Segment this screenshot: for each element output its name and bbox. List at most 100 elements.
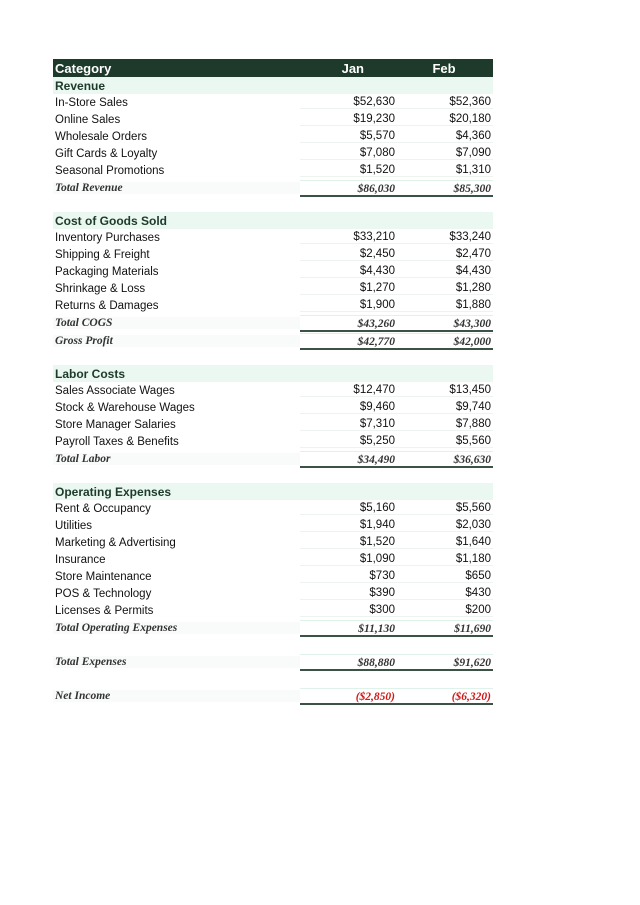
- line-item-feb: $4,360: [397, 130, 493, 143]
- line-item-feb: $1,280: [397, 282, 493, 295]
- line-item-jan: $390: [300, 587, 397, 600]
- line-item-label: Marketing & Advertising: [55, 536, 176, 549]
- line-item-feb: $7,090: [397, 147, 493, 160]
- total-row: Total Operating Expenses $11,130 $11,690: [53, 619, 493, 637]
- line-item-label: Packaging Materials: [55, 265, 159, 278]
- section-title: Revenue: [55, 78, 106, 93]
- line-item: Stock & Warehouse Wages $9,460 $9,740: [53, 399, 493, 416]
- line-item-jan: $1,940: [300, 519, 397, 532]
- line-item-feb: $4,430: [397, 265, 493, 278]
- section-title: Operating Expenses: [55, 484, 172, 499]
- total-row-label: Total Labor: [53, 453, 300, 465]
- line-item-feb: $2,470: [397, 248, 493, 261]
- total-row-jan: $43,260: [300, 314, 397, 332]
- income-statement-table: Category Jan Feb Revenue In-Store Sales $5…: [53, 59, 493, 705]
- line-item: POS & Technology $390 $430: [53, 585, 493, 602]
- line-item-jan: $19,230: [300, 113, 397, 126]
- line-item-label: Inventory Purchases: [55, 231, 160, 244]
- line-item-feb: $13,450: [397, 384, 493, 397]
- line-item: Rent & Occupancy $5,160 $5,560: [53, 500, 493, 517]
- line-item: Online Sales $19,230 $20,180: [53, 111, 493, 128]
- line-item-jan: $2,450: [300, 248, 397, 261]
- line-item-label: Licenses & Permits: [55, 604, 154, 617]
- line-item-feb: $5,560: [397, 502, 493, 515]
- line-item-jan: $1,520: [300, 164, 397, 177]
- net-income-row: Net Income ($2,850) ($6,320): [53, 687, 493, 705]
- total-expenses-row-label: Total Expenses: [53, 656, 300, 668]
- total-row-feb: $42,000: [397, 332, 493, 350]
- line-item-label: Insurance: [55, 553, 106, 566]
- line-item-jan: $300: [300, 604, 397, 617]
- total-expenses-row: Total Expenses $88,880 $91,620: [53, 653, 493, 671]
- line-item-feb: $7,880: [397, 418, 493, 431]
- total-row-label: Total Operating Expenses: [53, 622, 300, 634]
- line-item-feb: $33,240: [397, 231, 493, 244]
- line-item: Wholesale Orders $5,570 $4,360: [53, 128, 493, 145]
- line-item-jan: $52,630: [300, 96, 397, 109]
- header-jan: Jan: [341, 60, 364, 76]
- line-item: Shipping & Freight $2,450 $2,470: [53, 246, 493, 263]
- line-item-feb: $650: [397, 570, 493, 583]
- line-item: Sales Associate Wages $12,470 $13,450: [53, 382, 493, 399]
- total-row-jan: $86,030: [300, 179, 397, 197]
- line-item-jan: $4,430: [300, 265, 397, 278]
- line-item: Insurance $1,090 $1,180: [53, 551, 493, 568]
- line-item-feb: $1,180: [397, 553, 493, 566]
- line-item-jan: $1,900: [300, 299, 397, 312]
- line-item-jan: $5,570: [300, 130, 397, 143]
- line-item-jan: $5,160: [300, 502, 397, 515]
- line-item: Packaging Materials $4,430 $4,430: [53, 263, 493, 280]
- line-item: Seasonal Promotions $1,520 $1,310: [53, 162, 493, 179]
- line-item-label: Stock & Warehouse Wages: [55, 401, 195, 414]
- header-feb: Feb: [432, 60, 456, 76]
- line-item: Inventory Purchases $33,210 $33,240: [53, 229, 493, 246]
- line-item-jan: $5,250: [300, 435, 397, 448]
- line-item-feb: $52,360: [397, 96, 493, 109]
- line-item-label: POS & Technology: [55, 587, 152, 600]
- net-income-row-jan: ($2,850): [300, 687, 397, 705]
- section-title: Labor Costs: [55, 366, 126, 381]
- line-item-jan: $730: [300, 570, 397, 583]
- header-row: Category Jan Feb: [53, 59, 493, 77]
- line-item: Store Manager Salaries $7,310 $7,880: [53, 416, 493, 433]
- header-category: Category: [55, 60, 112, 76]
- total-row-label: Gross Profit: [53, 335, 300, 347]
- section-header: Operating Expenses: [53, 483, 493, 500]
- line-item-label: Store Manager Salaries: [55, 418, 176, 431]
- total-row-label: Total Revenue: [53, 182, 300, 194]
- line-item-feb: $9,740: [397, 401, 493, 414]
- spacer: [53, 197, 493, 212]
- net-income-row-label: Net Income: [53, 690, 300, 702]
- line-item-label: Returns & Damages: [55, 299, 159, 312]
- spacer: [53, 350, 493, 365]
- total-row-feb: $36,630: [397, 450, 493, 468]
- line-item-feb: $200: [397, 604, 493, 617]
- section-header: Labor Costs: [53, 365, 493, 382]
- line-item-label: Payroll Taxes & Benefits: [55, 435, 179, 448]
- total-row-label: Total COGS: [53, 317, 300, 329]
- line-item-feb: $430: [397, 587, 493, 600]
- line-item-feb: $1,880: [397, 299, 493, 312]
- line-item: Store Maintenance $730 $650: [53, 568, 493, 585]
- total-row-feb: $11,690: [397, 619, 493, 637]
- line-item: Shrinkage & Loss $1,270 $1,280: [53, 280, 493, 297]
- total-row-feb: $43,300: [397, 314, 493, 332]
- line-item-jan: $1,520: [300, 536, 397, 549]
- line-item: Utilities $1,940 $2,030: [53, 517, 493, 534]
- line-item-label: In-Store Sales: [55, 96, 128, 109]
- section-title: Cost of Goods Sold: [55, 213, 167, 228]
- total-row-jan: $42,770: [300, 332, 397, 350]
- total-expenses-row-feb: $91,620: [397, 653, 493, 671]
- line-item: Licenses & Permits $300 $200: [53, 602, 493, 619]
- line-item-label: Seasonal Promotions: [55, 164, 165, 177]
- line-item-feb: $1,310: [397, 164, 493, 177]
- line-item-feb: $20,180: [397, 113, 493, 126]
- line-item-label: Shipping & Freight: [55, 248, 150, 261]
- line-item-jan: $33,210: [300, 231, 397, 244]
- line-item: Returns & Damages $1,900 $1,880: [53, 297, 493, 314]
- line-item-label: Shrinkage & Loss: [55, 282, 146, 295]
- line-item-jan: $12,470: [300, 384, 397, 397]
- line-item-jan: $7,080: [300, 147, 397, 160]
- line-item-jan: $9,460: [300, 401, 397, 414]
- line-item: Payroll Taxes & Benefits $5,250 $5,560: [53, 433, 493, 450]
